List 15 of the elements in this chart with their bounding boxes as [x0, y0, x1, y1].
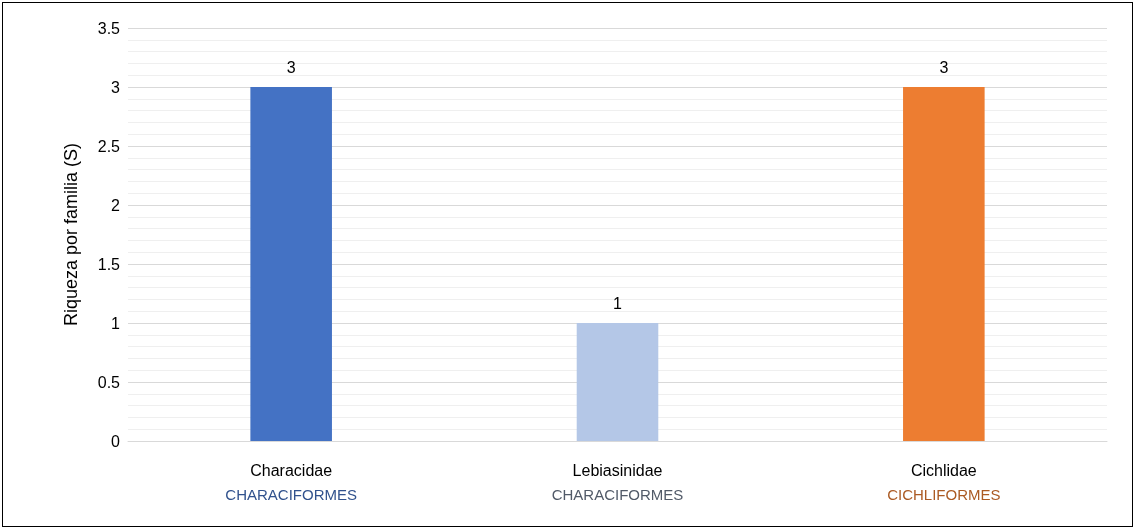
x-tick-label: Cichlidae CICHLIFORMES — [887, 461, 1001, 503]
y-tick-label: 3 — [111, 78, 121, 96]
data-label: 1 — [613, 294, 623, 312]
y-tick-label: 0.5 — [97, 373, 121, 391]
y-tick-label: 3.5 — [97, 19, 121, 37]
data-label: 3 — [939, 58, 949, 76]
y-tick-label: 0 — [111, 432, 121, 450]
y-tick-label: 2 — [111, 196, 121, 214]
x-tick-label: Characidae CHARACIFORMES — [225, 461, 358, 503]
y-tick-label: 2.5 — [97, 137, 121, 155]
x-tick-label: Lebiasinidae CHARACIFORMES — [551, 461, 684, 503]
y-tick-label: 1 — [111, 314, 121, 332]
y-axis-title: Riqueza por familia (S) — [61, 142, 81, 327]
data-label: 3 — [286, 58, 296, 76]
y-tick-label: 1.5 — [97, 255, 121, 273]
